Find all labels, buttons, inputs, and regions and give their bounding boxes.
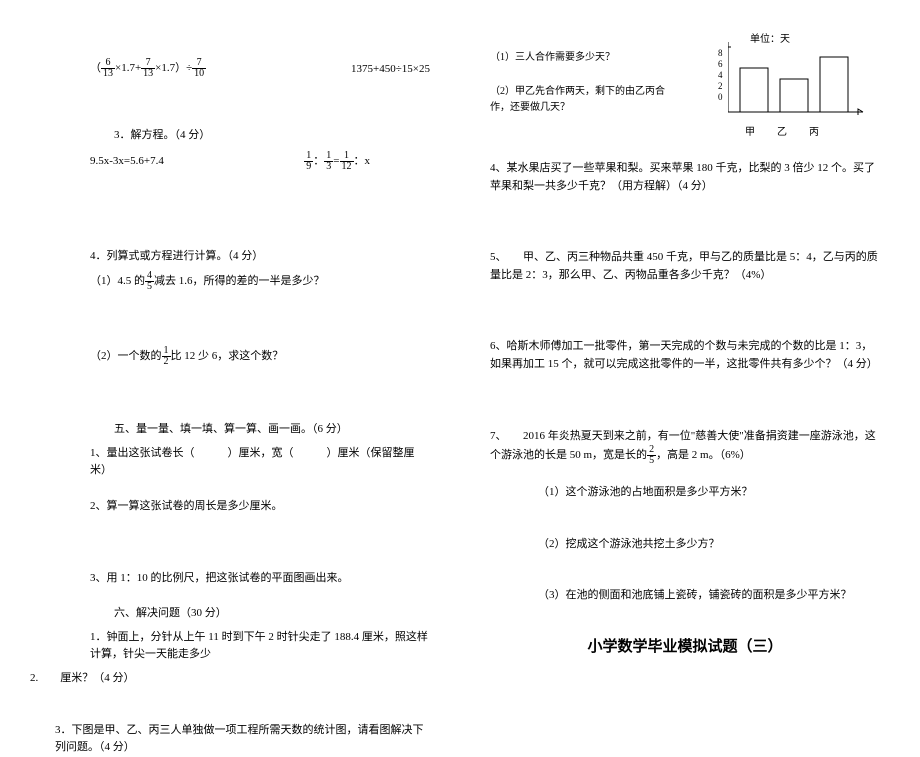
chart-q1: （1）三人合作需要多少天？ [490,50,670,66]
problem-7-2: （2）挖成这个游泳池共挖土多少方？ [490,536,880,554]
q4-2: （2）一个数的12比 12 少 6，求这个数？ [90,346,430,367]
chart-svg [728,42,868,122]
chart-q2: （2）甲乙先合作两天，剩下的由乙丙合作，还要做几天？ [490,84,670,116]
chart-y-labels: 8 6 4 2 0 [718,48,723,103]
section-4-heading: 4．列算式或方程进行计算。（4 分） [90,248,430,266]
problem-7-1: （1）这个游泳池的占地面积是多少平方米？ [490,484,880,502]
problem-4: 4、某水果店买了一些苹果和梨。买来苹果 180 千克，比梨的 3 倍少 12 个… [490,160,880,195]
chart-questions: （1）三人合作需要多少天？ （2）甲乙先合作两天，剩下的由乙丙合作，还要做几天？ [490,50,670,122]
q5-1: 1、量出这张试卷长（ ）厘米，宽（ ）厘米（保留整厘米） [90,445,430,480]
chart-x-labels: 甲 乙 丙 [745,123,819,138]
bar-chart: 单位：天 8 6 4 2 0 甲 乙 丙 [700,30,870,140]
q6-1b: 2. 厘米？（4 分） [30,670,430,688]
right-column: （1）三人合作需要多少天？ （2）甲乙先合作两天，剩下的由乙丙合作，还要做几天？… [460,0,920,651]
problem-7-3: （3）在池的侧面和池底铺上瓷砖，铺瓷砖的面积是多少平方米？ [490,587,880,605]
equation-row-2: 9.5x-3x=5.6+7.4 19：13=112：x [90,151,430,172]
equation-row-1: （613×1.7+713×1.7）÷710 1375+450÷15×25 [90,58,430,79]
problem-7: 7、 2016 年炎热夏天到来之前，有一位"慈善大使"准备捐资建一座游泳池，这个… [490,428,880,467]
q4-1: （1）4.5 的45减去 1.6，所得的差的一半是多少？ [90,271,430,292]
problem-6: 6、哈斯木师傅加工一批零件，第一天完成的个数与未完成的个数的比是 1：3，如果再… [490,338,880,373]
q6-1a: 1．钟面上，分针从上午 11 时到下午 2 时针尖走了 188.4 厘米，照这样… [90,629,430,664]
expr-2a: 9.5x-3x=5.6+7.4 [90,155,164,167]
q6-3: 3．下图是甲、乙、丙三人单独做一项工程所需天数的统计图，请看图解决下列问题。（4… [55,722,430,757]
q5-3: 3、用 1：10 的比例尺，把这张试卷的平面图画出来。 [90,570,430,588]
q5-2: 2、算一算这张试卷的周长是多少厘米。 [90,498,430,516]
section-3-heading: 3．解方程。（4 分） [90,127,430,145]
problem-5: 5、 甲、乙、丙三种物品共重 450 千克，甲与乙的质量比是 5：4，乙与丙的质… [490,249,880,284]
expr-2b: 19：13=112：x [304,151,370,172]
section-5-heading: 五、量一量、填一填、算一算、画一画。（6 分） [90,421,430,439]
expr-1b: 1375+450÷15×25 [351,63,430,75]
expr-1a: （613×1.7+713×1.7）÷710 [90,58,206,79]
left-column: （613×1.7+713×1.7）÷710 1375+450÷15×25 3．解… [0,0,460,651]
page-title: 小学数学毕业模拟试题（三） [490,635,880,656]
section-6-heading: 六、解决问题（30 分） [90,605,430,623]
